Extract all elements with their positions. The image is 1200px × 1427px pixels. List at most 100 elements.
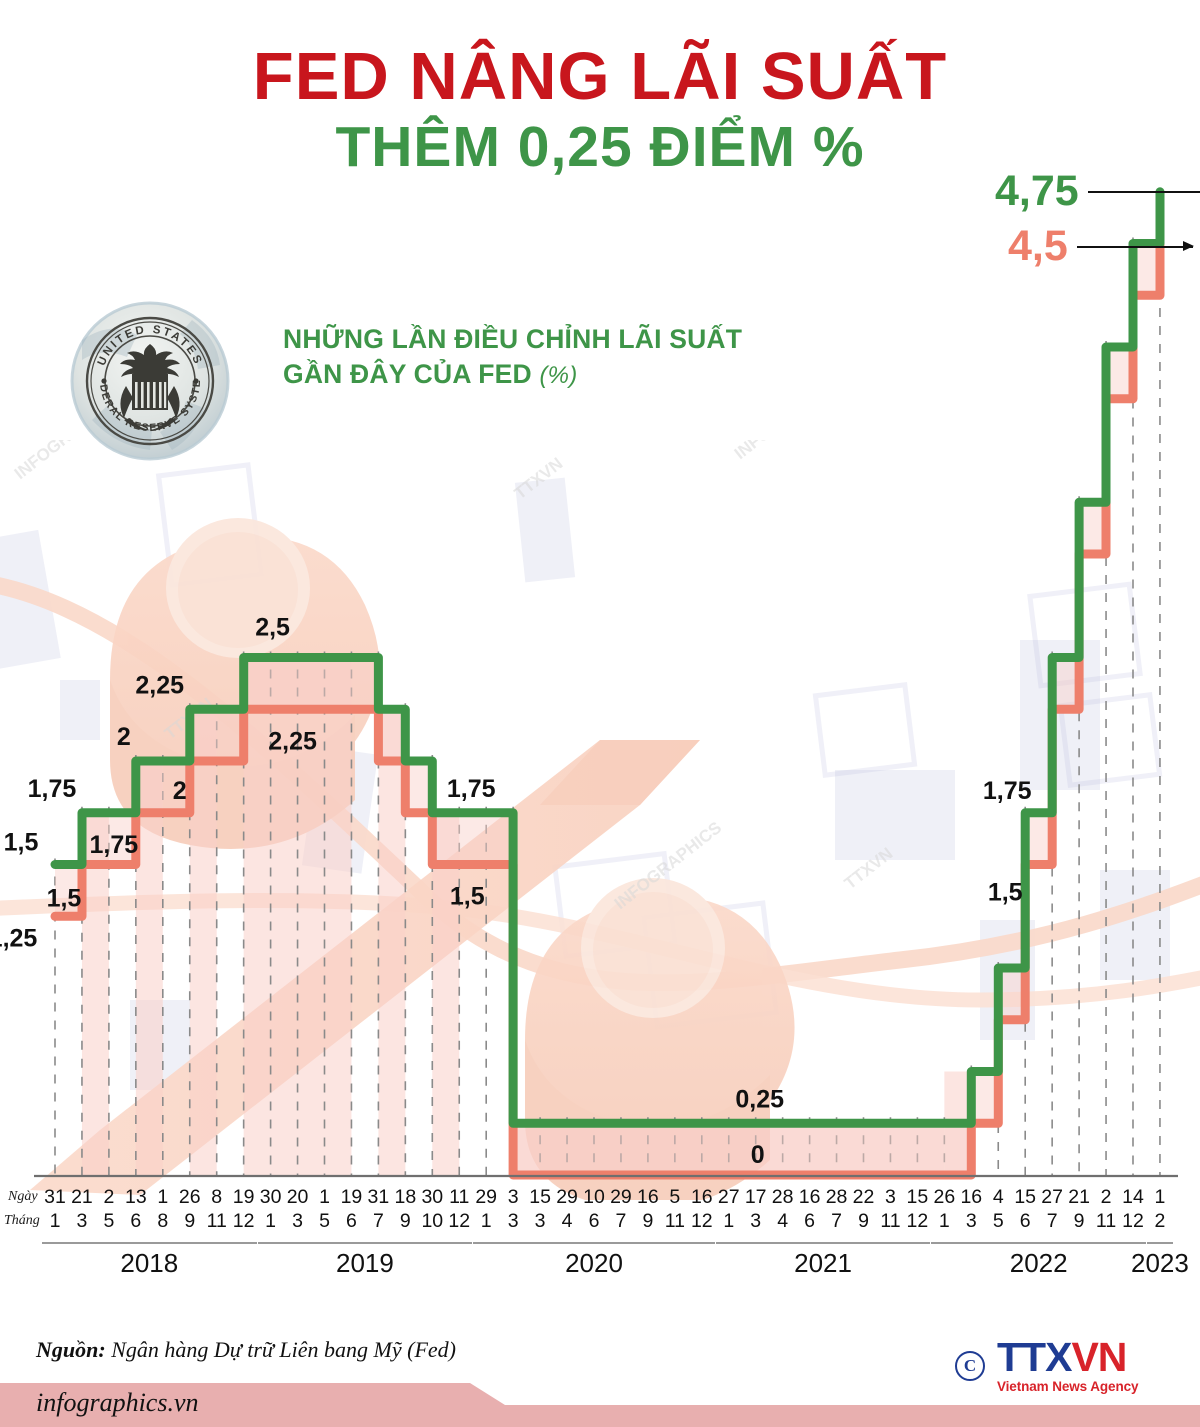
axis-tick-day: 15 — [1014, 1186, 1037, 1208]
website-url[interactable]: infographics.vn — [36, 1388, 199, 1417]
axis-tick-month: 3 — [76, 1210, 88, 1232]
callout-upper-value: 4,75 — [995, 167, 1079, 215]
year-group-label: 2021 — [794, 1248, 852, 1278]
axis-tick-month: 3 — [534, 1210, 546, 1232]
axis-tick-month: 9 — [399, 1210, 411, 1232]
ttxvn-tagline: Vietnam News Agency — [997, 1378, 1139, 1394]
callout-upper-arrow-icon — [1087, 190, 1200, 193]
axis-tick-day: 29 — [610, 1186, 632, 1208]
axis-tick-month: 5 — [992, 1210, 1004, 1232]
axis-tick-day: 4 — [992, 1186, 1004, 1208]
axis-tick-day: 28 — [825, 1186, 848, 1208]
chart-point-label: 1,5 — [988, 879, 1023, 907]
axis-tick-day: 10 — [583, 1186, 605, 1208]
axis-tick-month: 9 — [184, 1210, 196, 1232]
axis-tick-day: 15 — [529, 1186, 551, 1208]
chart-area-fill — [55, 191, 1160, 1176]
callout-lower-value: 4,5 — [1008, 222, 1068, 270]
axis-tick-day: 16 — [690, 1186, 713, 1208]
axis-tick-day: 11 — [449, 1186, 470, 1208]
axis-tick-month: 4 — [777, 1210, 789, 1232]
axis-tick-day: 17 — [744, 1186, 767, 1208]
axis-tick-day: 3 — [507, 1186, 519, 1208]
callout-lower-rate: 4,5 — [1008, 222, 1194, 270]
title-line-1: FED NÂNG LÃI SUẤT — [252, 39, 948, 114]
year-group-rule — [1146, 1242, 1173, 1244]
axis-tick-day: 16 — [798, 1186, 821, 1208]
axis-tick-month: 9 — [642, 1210, 654, 1232]
year-group-rule — [42, 1242, 257, 1244]
axis-tick-day: 8 — [211, 1186, 223, 1208]
axis-tick-day: 3 — [885, 1186, 896, 1208]
axis-tick-month: 8 — [157, 1210, 169, 1232]
ttxvn-tt: TTX — [997, 1334, 1072, 1380]
ttxvn-vn: VN — [1071, 1334, 1127, 1380]
chart-point-label: 2,5 — [255, 614, 290, 642]
axis-tick-day: 27 — [717, 1186, 740, 1208]
axis-month-label: Tháng — [4, 1213, 40, 1228]
axis-tick-month: 5 — [319, 1210, 330, 1232]
source-label: Nguồn: — [36, 1337, 106, 1362]
callout-upper-rate: 4,75 — [995, 170, 1200, 213]
axis-tick-month: 12 — [690, 1210, 713, 1232]
year-group-rule — [715, 1242, 931, 1244]
axis-tick-month: 6 — [130, 1210, 142, 1232]
chart-point-label: 2 — [173, 777, 187, 805]
axis-tick-month: 3 — [292, 1210, 303, 1232]
axis-tick-month: 11 — [1095, 1210, 1117, 1232]
subtitle-line-1: NHỮNG LẦN ĐIỀU CHỈNH LÃI SUẤT — [283, 324, 743, 354]
axis-tick-day: 26 — [933, 1186, 956, 1208]
axis-tick-day: 5 — [669, 1186, 681, 1208]
axis-tick-day: 16 — [637, 1186, 659, 1208]
axis-tick-day: 18 — [394, 1186, 417, 1208]
ttxvn-wordmark: TTXVN Vietnam News Agency — [997, 1337, 1139, 1394]
axis-tick-month: 2 — [1154, 1210, 1166, 1232]
chart-point-label: 1,5 — [450, 883, 485, 911]
chart-point-label: 1,75 — [983, 777, 1032, 805]
axis-tick-month: 12 — [1122, 1210, 1144, 1232]
axis-tick-day: 22 — [852, 1186, 875, 1208]
chart-point-label: 1,75 — [28, 775, 77, 803]
axis-tick-day: 29 — [475, 1186, 498, 1208]
footer-bar — [0, 1383, 1200, 1427]
chart-point-label: 0 — [751, 1141, 765, 1169]
ttxvn-logo: C TTXVN Vietnam News Agency — [955, 1337, 1139, 1394]
axis-tick-day: 2 — [103, 1186, 115, 1208]
axis-tick-month: 5 — [103, 1210, 115, 1232]
chart-point-label: 0,25 — [735, 1085, 784, 1113]
year-group-label: 2020 — [565, 1248, 623, 1278]
subtitle-line-2-wrap: GẦN ĐÂY CỦA FED (%) — [283, 357, 983, 392]
axis-tick-month: 1 — [723, 1210, 735, 1232]
axis-tick-month: 7 — [372, 1210, 384, 1232]
axis-tick-day: 15 — [906, 1186, 929, 1208]
axis-tick-month: 10 — [421, 1210, 444, 1232]
year-group-label: 2023 — [1131, 1248, 1189, 1278]
axis-tick-day: 13 — [124, 1186, 147, 1208]
chart-point-label: 1,5 — [4, 829, 39, 857]
callout-lower-arrow-icon — [1076, 241, 1194, 251]
chart-gridlines — [54, 200, 1161, 1175]
axis-tick-month: 1 — [265, 1210, 277, 1232]
axis-tick-month: 6 — [588, 1210, 600, 1232]
source-note: Nguồn: Ngân hàng Dự trữ Liên bang Mỹ (Fe… — [36, 1337, 456, 1363]
axis-tick-day: 20 — [286, 1186, 309, 1208]
axis-tick-month: 6 — [346, 1210, 357, 1232]
axis-tick-month: 12 — [232, 1210, 255, 1232]
chart-point-label: 2,25 — [135, 671, 184, 699]
axis-tick-day: 14 — [1122, 1186, 1144, 1208]
source-text: Ngân hàng Dự trữ Liên bang Mỹ (Fed) — [111, 1337, 456, 1362]
axis-tick-month: 12 — [448, 1210, 471, 1232]
axis-tick-day: 27 — [1041, 1186, 1063, 1208]
year-group-label: 2019 — [336, 1248, 394, 1278]
year-group-label: 2018 — [120, 1248, 179, 1278]
axis-tick-day: 29 — [556, 1186, 578, 1208]
axis-tick-month: 11 — [880, 1210, 901, 1232]
axis-tick-month: 1 — [49, 1210, 61, 1232]
axis-tick-month: 11 — [664, 1210, 685, 1232]
axis-day-label: Ngày — [8, 1189, 38, 1204]
chart-point-label: 1,25 — [0, 924, 37, 952]
axis-tick-day: 16 — [960, 1186, 983, 1208]
axis-tick-day: 1 — [319, 1186, 330, 1208]
